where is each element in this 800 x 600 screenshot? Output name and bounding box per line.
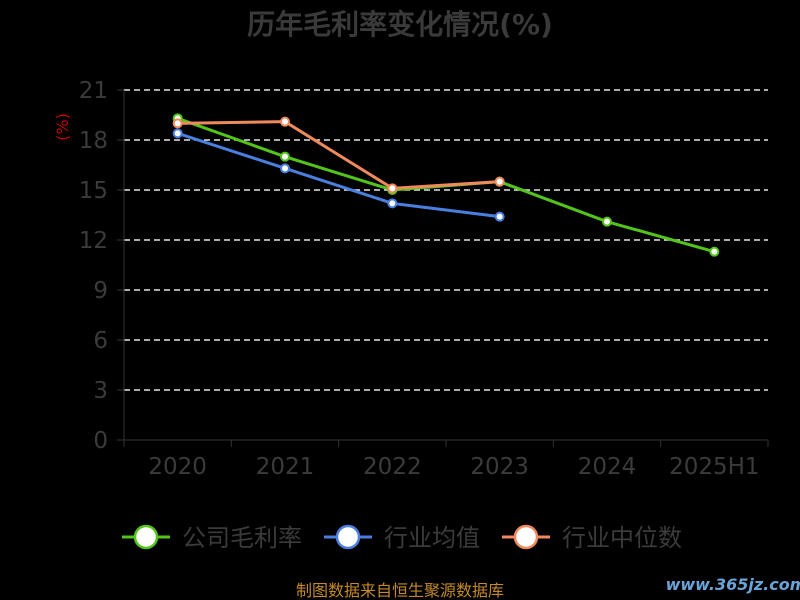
legend-label: 行业中位数 [562,524,682,552]
y-tick-label: 0 [93,428,108,454]
y-axis-unit-label: (%) [53,113,72,141]
y-tick-label: 12 [79,228,108,254]
x-tick-label: 2023 [470,454,529,480]
y-tick-label: 6 [93,328,108,354]
watermark: www.365jz.com [666,575,800,594]
legend-item-1[interactable]: 行业均值 [324,524,480,552]
x-tick-label: 2025H1 [669,454,759,480]
series-1 [172,128,505,222]
series-1-line [177,131,500,219]
legend-item-0[interactable]: 公司毛利率 [122,524,302,552]
series-2 [172,116,505,194]
series-lines [172,113,720,257]
data-source-note: 制图数据来自恒生聚源数据库 [296,581,504,600]
legend-swatch-marker [513,524,539,550]
x-tick-label: 2024 [578,454,637,480]
legend-label: 行业均值 [384,524,480,552]
chart-title: 历年毛利率变化情况(%) [247,8,553,41]
grid-lines [124,89,768,391]
legend-item-2[interactable]: 行业中位数 [502,524,682,552]
series-2-point[interactable] [494,176,505,187]
legend-label: 公司毛利率 [182,524,302,552]
y-tick-label: 18 [79,128,108,154]
series-1-point[interactable] [172,128,183,139]
y-tick-label: 15 [79,178,108,204]
series-2-point[interactable] [387,183,398,194]
x-tick-label: 2021 [256,454,315,480]
y-tick-label: 3 [93,378,108,404]
x-tick-label: 2022 [363,454,422,480]
series-1-point[interactable] [387,198,398,209]
series-0-point[interactable] [602,216,612,227]
series-2-point[interactable] [172,118,183,129]
y-tick-label: 9 [93,278,108,304]
series-2-point[interactable] [280,116,290,127]
series-0-point[interactable] [709,246,720,257]
legend-swatch-marker [335,524,361,550]
y-tick-label: 21 [79,78,108,104]
axes: 0 3 6 9 12 15 18 21 2020 2021 2022 2023 2024 2025H1 [79,78,769,480]
series-0-point[interactable] [280,151,290,162]
series-2-line [177,120,500,190]
series-1-point[interactable] [280,163,290,174]
series-1-point[interactable] [494,211,505,222]
legend[interactable]: 公司毛利率 行业均值 行业中位数 [122,524,682,552]
x-tick-label: 2020 [148,454,207,480]
legend-swatch-marker [133,524,159,550]
